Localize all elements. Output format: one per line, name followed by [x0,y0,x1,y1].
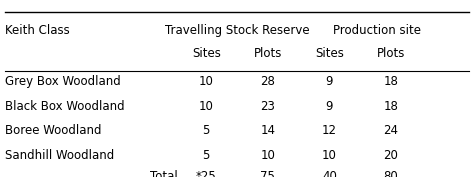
Text: 23: 23 [260,100,275,113]
Text: 9: 9 [326,100,333,113]
Text: 10: 10 [199,75,214,88]
Text: Boree Woodland: Boree Woodland [5,124,101,138]
Text: 28: 28 [260,75,275,88]
Text: 12: 12 [322,124,337,138]
Text: Plots: Plots [254,47,282,60]
Text: 10: 10 [199,100,214,113]
Text: 80: 80 [383,170,399,177]
Text: Travelling Stock Reserve: Travelling Stock Reserve [164,24,310,37]
Text: 18: 18 [383,100,399,113]
Text: 10: 10 [322,149,337,162]
Text: 5: 5 [202,149,210,162]
Text: 18: 18 [383,75,399,88]
Text: Sites: Sites [192,47,220,60]
Text: 75: 75 [260,170,275,177]
Text: Plots: Plots [377,47,405,60]
Text: Black Box Woodland: Black Box Woodland [5,100,124,113]
Text: Sites: Sites [315,47,344,60]
Text: 10: 10 [260,149,275,162]
Text: Keith Class: Keith Class [5,24,70,37]
Text: Production site: Production site [333,24,421,37]
Text: 9: 9 [326,75,333,88]
Text: 24: 24 [383,124,399,138]
Text: 14: 14 [260,124,275,138]
Text: *25: *25 [196,170,217,177]
Text: 20: 20 [383,149,399,162]
Text: 40: 40 [322,170,337,177]
Text: Total: Total [150,170,178,177]
Text: Sandhill Woodland: Sandhill Woodland [5,149,114,162]
Text: 5: 5 [202,124,210,138]
Text: Grey Box Woodland: Grey Box Woodland [5,75,120,88]
